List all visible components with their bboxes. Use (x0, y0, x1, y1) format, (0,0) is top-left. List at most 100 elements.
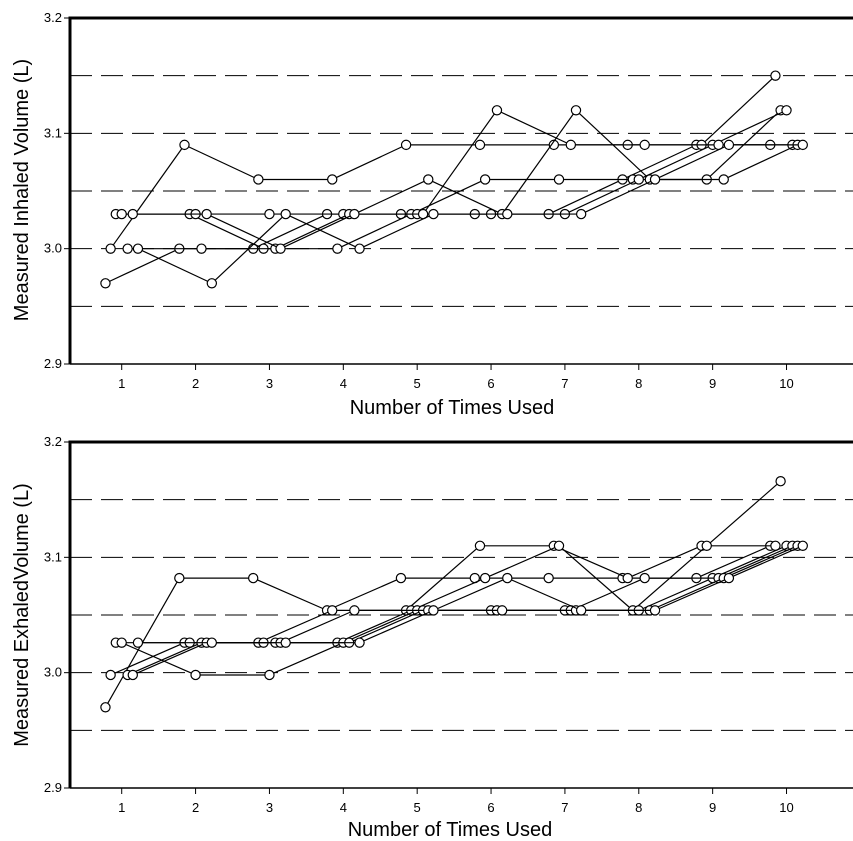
data-point (327, 174, 338, 185)
x-tick-label: 1 (118, 376, 125, 391)
series-line-segment (638, 577, 713, 611)
data-point (553, 174, 565, 185)
data-point (395, 572, 407, 584)
series-line-segment (718, 545, 793, 579)
axes (68, 440, 853, 789)
series-line-segment (348, 609, 424, 644)
series-line-segment (252, 213, 328, 250)
data-point (174, 572, 185, 584)
series-line-segment (127, 642, 202, 676)
x-tick-label: 7 (561, 376, 568, 391)
data-point (354, 243, 365, 254)
x-tick-label: 8 (635, 376, 642, 391)
data-point (127, 669, 138, 681)
y-tick-label: 3.2 (44, 434, 62, 449)
series-line-segment (570, 577, 645, 611)
series-line-segment (696, 545, 771, 579)
y-tick-label: 3.2 (44, 10, 62, 25)
data-point (548, 139, 560, 151)
data-point (105, 243, 116, 254)
series-line-segment (258, 609, 333, 644)
data-point (196, 243, 207, 254)
data-point (264, 208, 275, 220)
data-point (132, 243, 144, 254)
series-line-segment (110, 144, 185, 250)
series-line-segment (712, 545, 787, 579)
data-point (206, 278, 218, 289)
data-point (190, 669, 201, 681)
data-point (575, 605, 587, 616)
series-line-segment (638, 144, 713, 181)
series-line-segment (622, 144, 697, 181)
data-point (633, 174, 644, 185)
x-tick-label: 7 (561, 800, 568, 815)
data-point (400, 139, 412, 151)
x-tick-label: 10 (779, 800, 793, 815)
y-tick-label: 3.1 (44, 125, 62, 140)
series-line-segment (728, 545, 804, 579)
series-line-segment (285, 213, 360, 250)
data-point (327, 605, 338, 616)
data-point (474, 139, 486, 151)
series-line-segment (712, 109, 787, 146)
exhaled-volume-panel: 1 2 3 4 5 6 7 8 9 10 2.9 3.0 3.1 3.2 Number of Times … (11, 434, 853, 841)
data-point (127, 208, 138, 220)
series-line-segment (654, 577, 730, 611)
x-axis-title: Number of Times Used (348, 819, 553, 841)
series-line-segment (484, 545, 560, 579)
data-point (781, 105, 792, 116)
data-point (553, 540, 565, 552)
data-point (649, 605, 661, 616)
data-point (701, 540, 712, 552)
data-point (332, 243, 343, 254)
series-line-segment (428, 178, 503, 215)
data-point (428, 605, 439, 616)
ticks: 1 2 3 4 5 6 7 8 9 10 2.9 3.0 3.1 3.2 (44, 434, 794, 815)
data-point (622, 572, 633, 584)
data-marks (100, 70, 808, 289)
x-tick-label: 6 (487, 376, 494, 391)
x-tick-label: 9 (709, 800, 716, 815)
data-point (349, 208, 360, 220)
data-point (639, 139, 650, 151)
data-point (275, 243, 286, 254)
data-point (116, 637, 127, 648)
data-point (479, 572, 491, 584)
x-tick-label: 6 (487, 800, 494, 815)
series-line-segment (110, 642, 185, 676)
data-point (565, 139, 577, 151)
y-tick-label: 2.9 (44, 356, 62, 371)
series-line-segment (507, 577, 582, 611)
data-point (639, 572, 650, 584)
data-point (132, 637, 144, 648)
series-line-segment (211, 213, 287, 284)
data-point (797, 139, 808, 151)
x-tick-label: 8 (635, 800, 642, 815)
data-point (543, 572, 554, 584)
axes (68, 16, 853, 365)
data-point (797, 540, 808, 552)
data-point (354, 637, 365, 648)
data-point (723, 139, 735, 151)
data-point (280, 637, 291, 648)
series-line-segment (252, 577, 328, 611)
x-tick-label: 5 (414, 800, 421, 815)
series-line-segment (331, 144, 407, 181)
data-point (201, 208, 212, 220)
data-point (280, 208, 291, 220)
series-line-segment (496, 109, 572, 146)
data-point (100, 702, 111, 713)
series-line-segment (206, 213, 281, 250)
data-point (491, 105, 503, 116)
data-point (502, 572, 513, 584)
series-line-segment (137, 248, 213, 284)
series-line-segment (501, 109, 577, 215)
series-line-segment (343, 609, 418, 644)
data-point (723, 572, 735, 584)
x-tick-label: 4 (340, 376, 347, 391)
series-line-segment (359, 609, 434, 644)
data-point (349, 605, 360, 616)
series-line-segment (564, 178, 640, 215)
series-line-segment (558, 545, 634, 611)
reference-lines (70, 499, 853, 731)
